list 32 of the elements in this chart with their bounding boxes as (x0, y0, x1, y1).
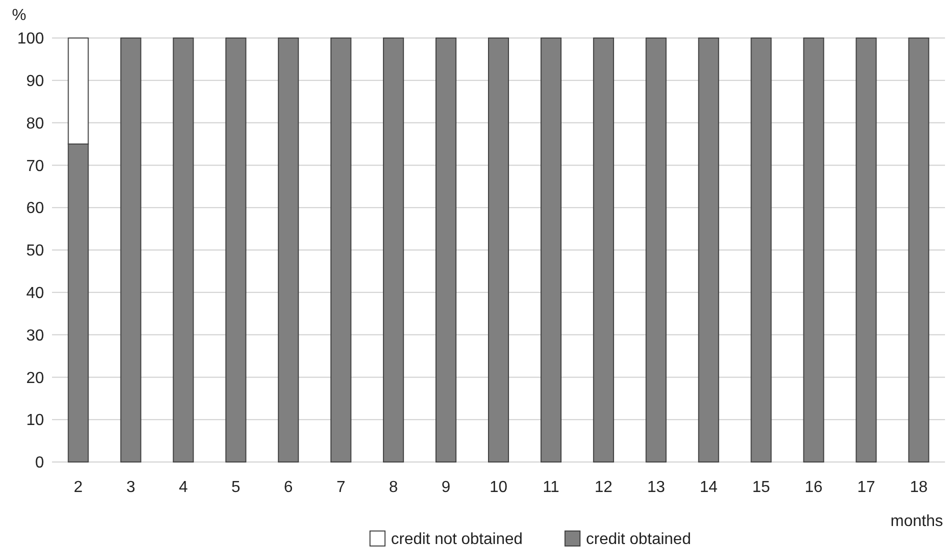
y-tick-label: 10 (26, 412, 44, 430)
x-tick-label: 5 (231, 479, 240, 496)
y-tick-label: 60 (26, 200, 44, 218)
y-tick-label: 0 (35, 454, 44, 472)
x-tick-label: 12 (594, 479, 613, 496)
legend-label: credit not obtained (391, 531, 523, 548)
x-tick-label: 17 (857, 479, 876, 496)
y-tick-label: 70 (26, 158, 44, 175)
y-tick-label: 90 (26, 73, 44, 90)
x-tick-label: 2 (74, 479, 83, 496)
y-tick-label: 50 (26, 242, 44, 260)
x-tick-label: 13 (647, 479, 666, 496)
y-tick-label: 20 (26, 370, 44, 387)
y-tick-label: 80 (26, 115, 44, 132)
y-tick-label: 30 (26, 327, 44, 344)
x-tick-label: 3 (126, 479, 136, 496)
x-tick-label: 4 (178, 479, 188, 496)
x-tick-label: 7 (336, 479, 346, 496)
legend-label: credit obtained (586, 531, 691, 548)
x-tick-label: 14 (700, 479, 718, 496)
x-tick-label: 18 (910, 479, 928, 496)
x-tick-label: 9 (442, 479, 451, 496)
x-tick-label: 15 (752, 479, 770, 496)
x-tick-label: 6 (284, 479, 293, 496)
y-tick-label: 100 (17, 30, 44, 48)
x-tick-label: 8 (388, 479, 398, 496)
y-axis-title: % (12, 7, 26, 24)
x-tick-label: 10 (490, 479, 508, 496)
y-tick-label: 40 (26, 285, 44, 302)
x-axis-title: months (890, 513, 943, 530)
x-tick-label: 16 (804, 479, 823, 496)
x-tick-label: 11 (542, 479, 560, 496)
